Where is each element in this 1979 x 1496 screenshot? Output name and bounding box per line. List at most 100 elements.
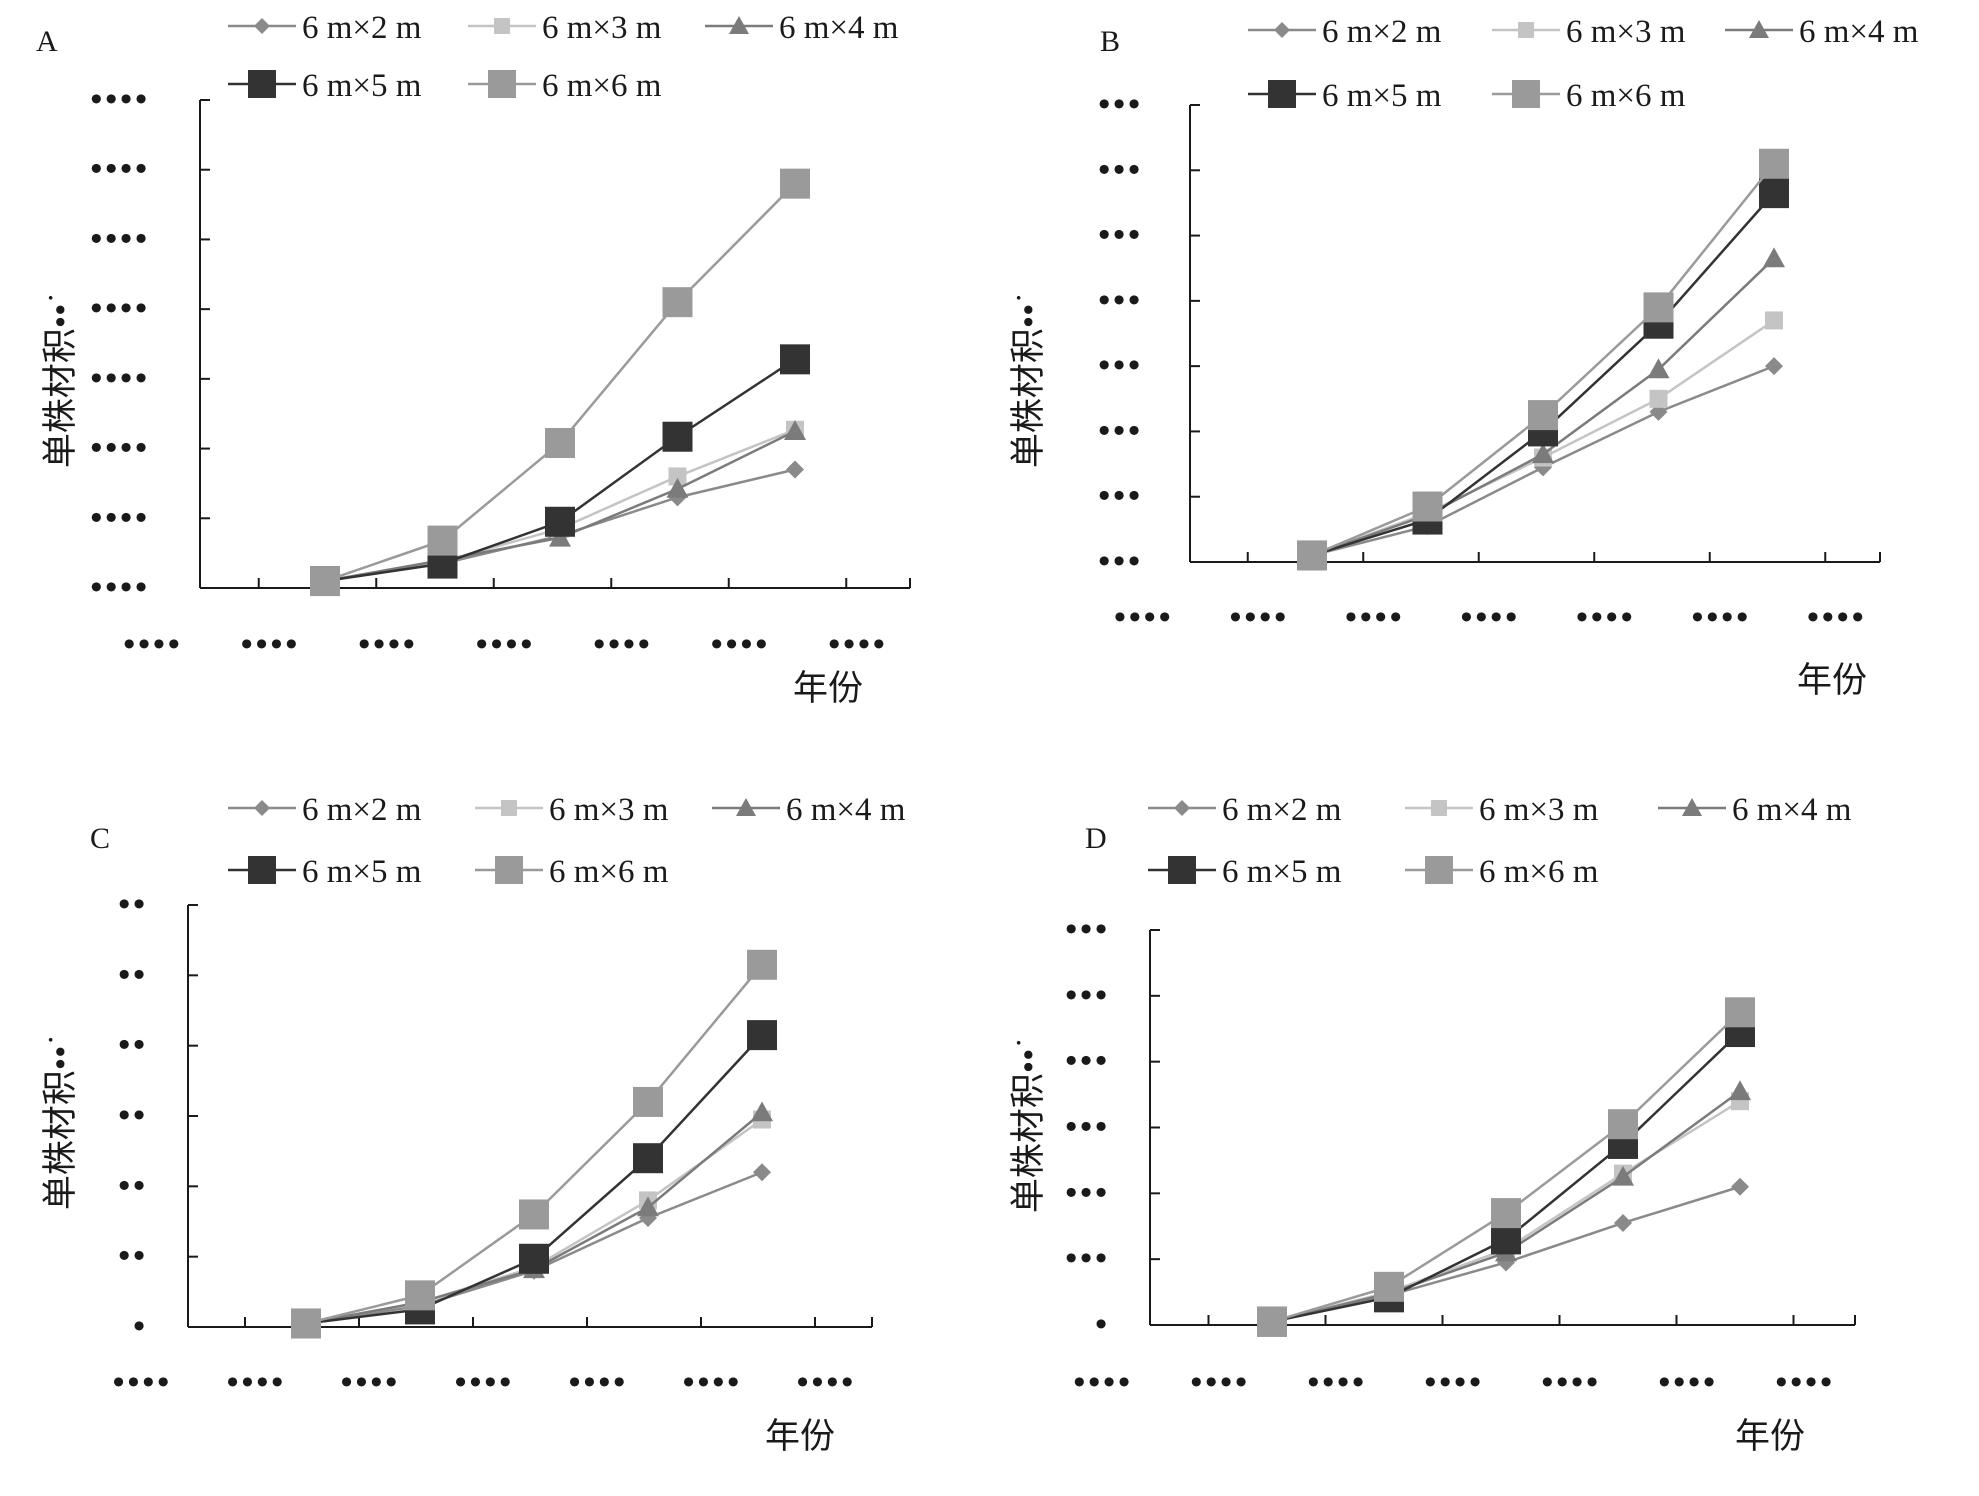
legend-marker-6x2 <box>1274 22 1290 38</box>
y-tick-label: •• <box>118 1097 148 1134</box>
y-tick-label: ••• <box>1098 347 1143 384</box>
x-tick-label: •••• <box>113 1364 173 1401</box>
x-tick-label: •••• <box>341 1364 401 1401</box>
legend-label: 6 m×5 m <box>302 68 422 104</box>
legend-item-6x2: 6 m×2 m <box>1248 14 1442 50</box>
legend-marker-6x2 <box>1174 800 1190 816</box>
legend-label: 6 m×3 m <box>549 792 669 828</box>
legend-marker-6x2 <box>254 18 270 34</box>
x-tick-label: •••• <box>1073 1364 1133 1401</box>
legend-label: 6 m×4 m <box>786 792 906 828</box>
x-tick-label: •••• <box>1658 1364 1718 1401</box>
y-tick-label: ••• <box>1098 86 1143 123</box>
x-axis-title: 年份 <box>1797 661 1867 700</box>
legend-label: 6 m×3 m <box>1566 14 1686 50</box>
y-axis-title: 单株材积••˙ <box>41 292 80 468</box>
data-point-6x6 <box>427 525 458 556</box>
y-tick-label: ••• <box>1098 151 1143 188</box>
legend-label: 6 m×4 m <box>1732 792 1852 828</box>
data-point-6x6 <box>1257 1306 1287 1337</box>
data-point-6x6 <box>1374 1271 1404 1302</box>
legend-label: 6 m×6 m <box>1479 854 1599 890</box>
legend-item-6x6: 6 m×6 m <box>475 854 669 890</box>
legend-item-6x6: 6 m×6 m <box>1405 854 1599 890</box>
legend-marker-6x6 <box>495 856 523 884</box>
panel-letter: A <box>36 25 58 58</box>
legend-marker-6x5 <box>248 70 276 98</box>
data-point-6x5 <box>747 1020 777 1051</box>
legend-item-6x5: 6 m×5 m <box>1248 78 1442 114</box>
legend-item-6x6: 6 m×6 m <box>468 68 662 104</box>
legend-label: 6 m×5 m <box>1322 78 1442 114</box>
data-point-6x6 <box>519 1199 549 1230</box>
data-point-6x5 <box>519 1243 549 1274</box>
data-point-6x6 <box>1297 540 1327 571</box>
legend-label: 6 m×6 m <box>542 68 662 104</box>
x-tick-label: •••• <box>593 626 653 663</box>
legend-marker-6x5 <box>1268 80 1296 108</box>
data-point-6x6 <box>1528 400 1558 431</box>
legend-item-6x5: 6 m×5 m <box>1148 854 1342 890</box>
legend-item-6x5: 6 m×5 m <box>228 854 422 890</box>
x-tick-label: •••• <box>1424 1364 1484 1401</box>
data-point-6x4 <box>1729 1080 1751 1101</box>
y-tick-label: •••• <box>90 151 150 188</box>
data-point-6x4 <box>1647 358 1670 379</box>
data-point-6x3 <box>668 467 687 486</box>
legend-marker-6x3 <box>494 18 510 34</box>
legend-marker-6x4 <box>736 798 756 816</box>
x-tick-label: •••• <box>241 626 301 663</box>
data-point-6x4 <box>666 478 689 498</box>
data-point-6x6 <box>747 949 777 980</box>
data-point-6x5 <box>662 421 693 452</box>
legend-item-6x4: 6 m×4 m <box>1725 14 1919 50</box>
y-tick-label: •••• <box>90 499 150 536</box>
legend-label: 6 m×5 m <box>302 854 422 890</box>
legend-marker-6x3 <box>1431 800 1447 816</box>
data-point-6x6 <box>633 1086 663 1117</box>
legend-label: 6 m×6 m <box>1566 78 1686 114</box>
y-tick-label: ••• <box>1065 1240 1110 1277</box>
legend-item-6x2: 6 m×2 m <box>1148 792 1342 828</box>
data-point-6x6 <box>405 1280 435 1311</box>
y-tick-label: •• <box>118 1167 148 1204</box>
legend-marker-6x4 <box>729 16 749 34</box>
series-line-6x5 <box>1271 1031 1741 1323</box>
legend-item-6x3: 6 m×3 m <box>475 792 669 828</box>
y-tick-label: •••• <box>90 290 150 327</box>
y-axis-title: 单株材积••˙ <box>1009 292 1048 468</box>
legend-item-6x2: 6 m×2 m <box>228 792 422 828</box>
y-tick-label: •• <box>118 1027 148 1064</box>
data-point-6x4 <box>1532 443 1554 464</box>
series-line-6x5 <box>324 358 796 583</box>
series-line-6x6 <box>1311 162 1775 557</box>
y-tick-label: •••• <box>90 569 150 606</box>
data-point-6x2 <box>1765 357 1783 376</box>
y-tick-label: ••• <box>1098 282 1143 319</box>
x-tick-label: •••• <box>1576 599 1636 636</box>
y-tick-label: ••• <box>1065 1043 1110 1080</box>
y-tick-label: •• <box>118 1238 148 1275</box>
x-tick-label: •••• <box>1345 599 1405 636</box>
legend-label: 6 m×4 m <box>1799 14 1919 50</box>
data-point-6x5 <box>1491 1224 1521 1255</box>
x-tick-label: •••• <box>1775 1364 1835 1401</box>
data-point-6x4 <box>637 1196 659 1217</box>
y-tick-label: ••• <box>1098 478 1143 515</box>
x-tick-label: •••• <box>1691 599 1751 636</box>
legend-marker-6x3 <box>1518 22 1534 38</box>
legend: 6 m×2 m 6 m×3 m 6 m×4 m 6 m×5 m 6 m×6 m <box>228 10 899 104</box>
data-point-6x4 <box>751 1101 773 1122</box>
legend-item-6x6: 6 m×6 m <box>1492 78 1686 114</box>
y-tick-label: ••• <box>1098 412 1143 449</box>
legend-item-6x4: 6 m×4 m <box>1658 792 1852 828</box>
data-point-6x2 <box>1731 1177 1749 1196</box>
data-point-6x6 <box>662 287 693 318</box>
x-tick-label: •••• <box>1807 599 1867 636</box>
y-tick-label: •••• <box>90 81 150 118</box>
series-line-6x5 <box>305 1034 763 1325</box>
data-point-6x2 <box>753 1163 771 1182</box>
data-point-6x3 <box>1649 389 1668 408</box>
legend-label: 6 m×3 m <box>542 10 662 46</box>
